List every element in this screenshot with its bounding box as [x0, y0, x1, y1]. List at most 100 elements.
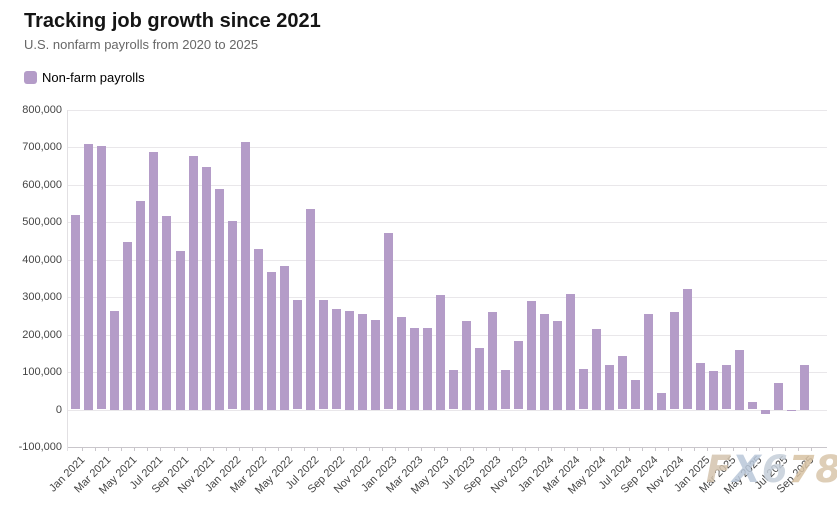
axis-tick-icon — [538, 447, 539, 451]
bar[interactable] — [709, 371, 719, 410]
axis-tick-icon — [238, 447, 240, 451]
bar[interactable] — [618, 355, 628, 410]
bar[interactable] — [97, 145, 107, 410]
bar[interactable] — [592, 328, 602, 410]
bar[interactable] — [357, 313, 367, 410]
bar[interactable] — [253, 249, 263, 410]
axis-tick-icon — [316, 447, 318, 451]
bar[interactable] — [227, 220, 237, 410]
bar[interactable] — [188, 156, 198, 410]
bar[interactable] — [305, 208, 315, 410]
axis-tick-icon — [381, 447, 383, 451]
bar[interactable] — [487, 311, 497, 410]
bar[interactable] — [748, 402, 758, 410]
axis-tick-icon — [720, 447, 722, 451]
bar[interactable] — [435, 295, 445, 410]
axis-tick-icon — [82, 447, 84, 451]
axis-tick-icon — [785, 447, 787, 451]
bar[interactable] — [370, 320, 380, 410]
axis-tick-icon — [655, 447, 657, 451]
bar[interactable] — [175, 250, 185, 410]
axis-tick-icon — [811, 447, 813, 451]
grid-line — [68, 259, 827, 261]
axis-tick-icon — [485, 447, 487, 451]
bar[interactable] — [84, 143, 94, 410]
bar[interactable] — [422, 328, 432, 410]
bar[interactable] — [409, 328, 419, 410]
bar[interactable] — [266, 271, 276, 410]
axis-tick-icon — [160, 447, 162, 451]
bar[interactable] — [344, 311, 354, 410]
bar[interactable] — [318, 300, 328, 410]
bar[interactable] — [696, 362, 706, 410]
bar[interactable] — [149, 151, 159, 410]
grid-line — [68, 147, 827, 149]
bar[interactable] — [461, 321, 471, 410]
bar[interactable] — [501, 370, 510, 410]
bar[interactable] — [331, 308, 341, 410]
axis-tick-icon — [551, 447, 552, 451]
bar[interactable] — [566, 293, 576, 410]
y-axis-label: 100,000 — [22, 366, 62, 379]
axis-tick-icon — [733, 447, 735, 451]
bar[interactable] — [162, 216, 172, 410]
axis-tick-icon — [212, 447, 214, 451]
bar[interactable] — [800, 365, 810, 410]
y-axis-label: 500,000 — [22, 216, 62, 229]
bar[interactable] — [474, 347, 484, 410]
bar[interactable] — [774, 382, 784, 410]
bar[interactable] — [123, 242, 133, 410]
axis-tick-icon — [642, 447, 644, 451]
watermark-letter: 8 — [815, 448, 837, 491]
bar[interactable] — [787, 409, 797, 412]
bar[interactable] — [448, 370, 458, 410]
bar[interactable] — [214, 189, 224, 410]
legend-swatch-icon — [24, 71, 37, 84]
axis-tick-icon — [746, 447, 748, 451]
bar[interactable] — [540, 313, 549, 410]
bar[interactable] — [396, 316, 406, 410]
bar[interactable] — [383, 232, 393, 410]
y-axis-line — [67, 110, 68, 451]
axis-tick-icon — [355, 447, 357, 451]
grid-line — [68, 222, 827, 224]
axis-tick-icon — [681, 447, 683, 451]
axis-tick-icon — [798, 447, 800, 451]
bar[interactable] — [71, 214, 81, 410]
bar[interactable] — [657, 393, 667, 410]
axis-tick-icon — [603, 447, 605, 451]
axis-tick-icon — [186, 447, 188, 451]
bar[interactable] — [292, 299, 302, 410]
legend-label: Non-farm payrolls — [42, 70, 145, 85]
y-axis-label: 0 — [55, 403, 62, 416]
bar[interactable] — [644, 314, 654, 410]
axis-tick-icon — [303, 447, 305, 451]
bar[interactable] — [761, 409, 771, 415]
y-axis-label: 800,000 — [22, 104, 62, 116]
page-subtitle: U.S. nonfarm payrolls from 2020 to 2025 — [24, 37, 259, 52]
axis-tick-icon — [616, 447, 618, 451]
bar[interactable] — [527, 301, 536, 410]
bar[interactable] — [683, 288, 693, 410]
bar[interactable] — [553, 321, 562, 410]
legend-item-nonfarm-payrolls[interactable]: Non-farm payrolls — [24, 70, 145, 85]
axis-tick-icon — [199, 447, 201, 451]
axis-tick-icon — [225, 447, 227, 451]
bar[interactable] — [735, 350, 745, 410]
bar[interactable] — [201, 167, 211, 410]
bar[interactable] — [240, 142, 250, 410]
bar[interactable] — [579, 369, 589, 410]
bar[interactable] — [722, 364, 732, 410]
bar[interactable] — [605, 365, 615, 410]
axis-tick-icon — [121, 447, 123, 451]
bar[interactable] — [279, 265, 289, 410]
y-axis-label: -100,000 — [18, 441, 62, 453]
bar[interactable] — [670, 311, 680, 410]
bar[interactable] — [136, 201, 146, 410]
axis-tick-icon — [472, 447, 474, 451]
bar[interactable] — [514, 341, 523, 410]
bar[interactable] — [631, 380, 641, 410]
axis-tick-icon — [707, 447, 709, 451]
bar[interactable] — [110, 311, 120, 410]
